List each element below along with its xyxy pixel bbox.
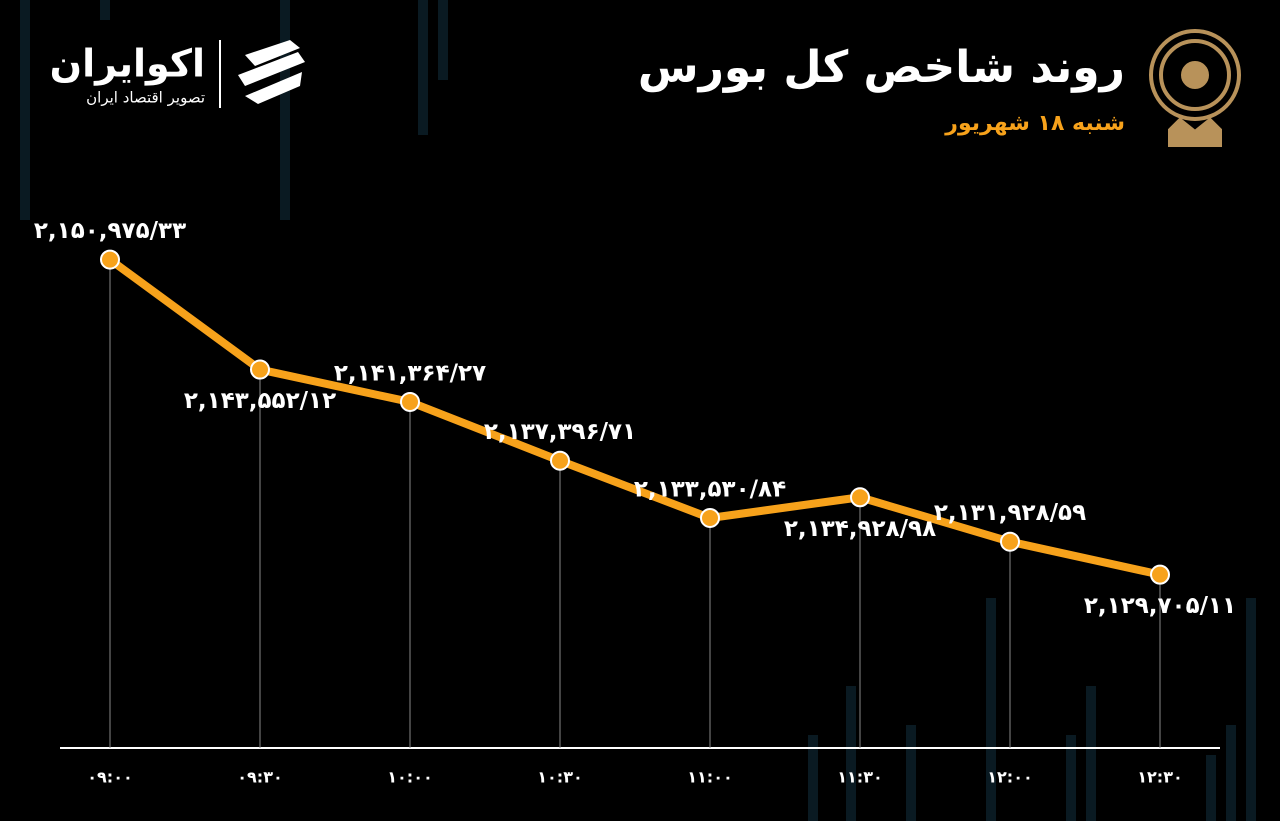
point	[1150, 564, 1170, 585]
value-label: ۲,۱۳۴,۹۲۸/۹۸	[784, 516, 936, 542]
point	[700, 507, 720, 528]
exchange-logo	[1149, 29, 1241, 147]
chart-title: روند شاخص کل بورس	[638, 42, 1125, 93]
x-tick-label: ۱۲:۰۰	[987, 768, 1032, 787]
value-label: ۲,۱۳۷,۳۹۶/۷۱	[484, 419, 636, 445]
x-tick-label: ۰۹:۳۰	[237, 768, 282, 787]
value-label: ۲,۱۲۹,۷۰۵/۱۱	[1084, 593, 1236, 619]
x-tick-label: ۱۱:۳۰	[837, 768, 882, 787]
brand-tagline: تصویر اقتصاد ایران	[86, 89, 205, 107]
x-tick-label: ۰۹:۰۰	[87, 768, 132, 787]
point	[100, 249, 120, 270]
brand-name: اکوایران	[50, 42, 205, 86]
point	[1000, 531, 1020, 552]
point	[550, 450, 570, 471]
point	[850, 487, 870, 508]
background-bars	[20, 0, 1256, 821]
value-label: ۲,۱۳۳,۵۳۰/۸۴	[634, 476, 786, 502]
brand-logo	[238, 40, 305, 104]
value-label: ۲,۱۵۰,۹۷۵/۳۳	[34, 218, 186, 244]
value-label: ۲,۱۳۱,۹۲۸/۵۹	[934, 500, 1086, 526]
x-tick-label: ۱۰:۳۰	[537, 768, 582, 787]
value-label: ۲,۱۴۳,۵۵۲/۱۲	[184, 388, 336, 414]
point	[250, 359, 270, 380]
chart-subtitle: شنبه ۱۸ شهریور	[944, 111, 1125, 136]
x-tick-label: ۱۲:۳۰	[1137, 768, 1182, 787]
value-label: ۲,۱۴۱,۳۶۴/۲۷	[334, 360, 486, 386]
x-tick-label: ۱۱:۰۰	[687, 768, 732, 787]
line	[107, 256, 1161, 579]
x-tick-label: ۱۰:۰۰	[387, 768, 432, 787]
point	[400, 391, 420, 412]
